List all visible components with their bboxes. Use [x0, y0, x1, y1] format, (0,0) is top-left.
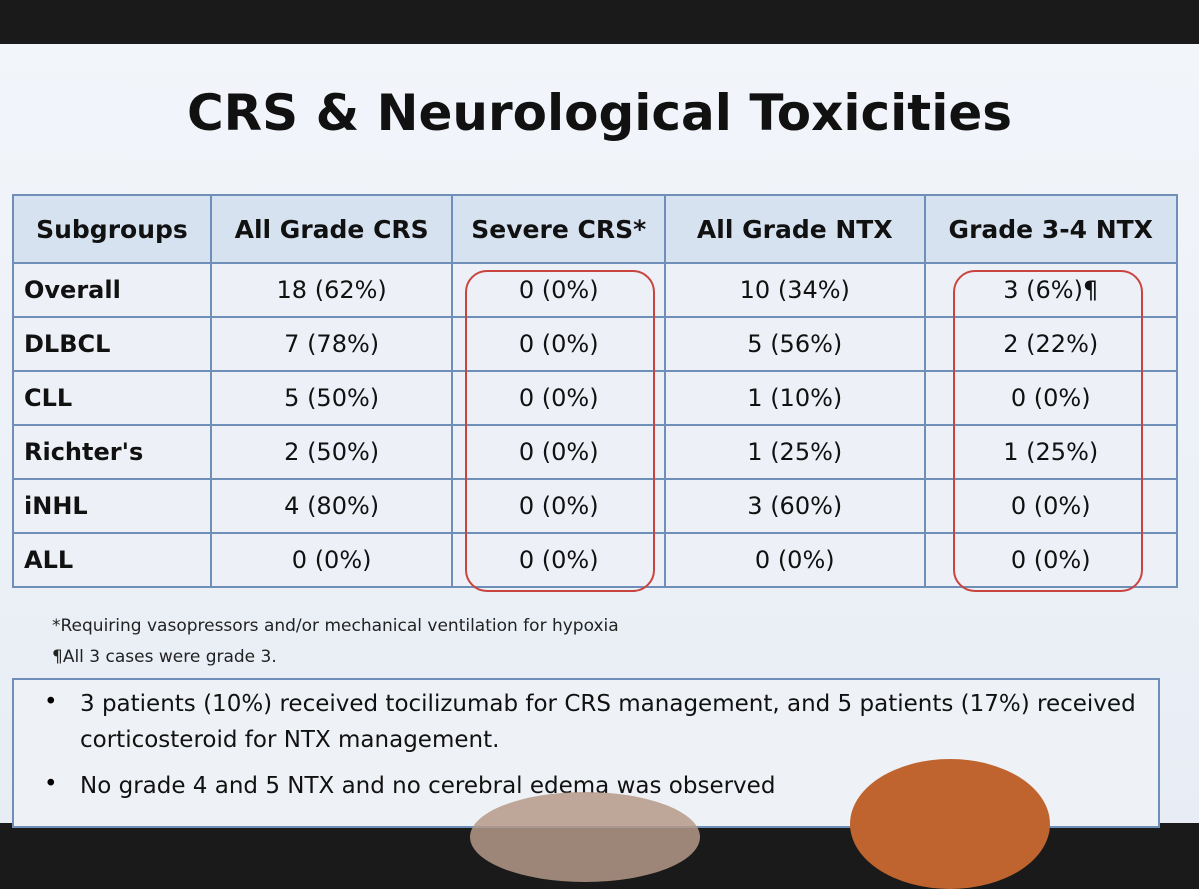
row-label: DLBCL: [12, 316, 212, 372]
table-cell: 0 (0%): [923, 370, 1178, 426]
slide: CRS & Neurological Toxicities Subgroups A…: [0, 44, 1199, 889]
slide-title: CRS & Neurological Toxicities: [186, 84, 1013, 142]
table-cell: 2 (22%): [923, 316, 1178, 372]
table-cell: 0 (0%): [451, 316, 667, 372]
row-label: Overall: [12, 262, 212, 318]
table-row: DLBCL 7 (78%) 0 (0%) 5 (56%) 2 (22%): [12, 316, 1178, 372]
page: {"title": "CRS & Neurological Toxicities…: [0, 44, 1199, 889]
bullet: No grade 4 and 5 NTX and no cerebral ede…: [80, 773, 776, 799]
table-cell: 4 (80%): [209, 478, 454, 534]
table-cell: 0 (0%): [451, 424, 667, 480]
table-cell: 1 (25%): [923, 424, 1178, 480]
table-cell: 0 (0%): [923, 478, 1178, 534]
audience-head: [850, 759, 1050, 889]
table-cell: 1 (10%): [664, 370, 926, 426]
row-label: CLL: [12, 370, 212, 426]
table-row: CLL 5 (50%) 0 (0%) 1 (10%) 0 (0%): [12, 370, 1178, 426]
header-cell: All Grade NTX: [664, 194, 926, 264]
table-cell: 0 (0%): [451, 532, 667, 588]
table-cell: 7 (78%): [209, 316, 454, 372]
table-cell: 1 (25%): [664, 424, 926, 480]
table-cell: 5 (56%): [664, 316, 926, 372]
footnote: ¶All 3 cases were grade 3.: [52, 647, 277, 667]
table-cell: 18 (62%): [209, 262, 454, 318]
header-cell: Severe CRS*: [451, 194, 667, 264]
table-row: ALL 0 (0%) 0 (0%) 0 (0%) 0 (0%): [12, 532, 1178, 588]
table-cell: 2 (50%): [209, 424, 454, 480]
table-cell: 5 (50%): [209, 370, 454, 426]
table-cell: 0 (0%): [451, 370, 667, 426]
bullet-dot: •: [44, 689, 58, 715]
table-cell: 0 (0%): [451, 478, 667, 534]
highlight-ring: [465, 270, 655, 592]
audience-head: [470, 792, 700, 882]
header-cell: Grade 3-4 NTX: [923, 194, 1178, 264]
table-cell: 10 (34%): [664, 262, 926, 318]
header-cell: All Grade CRS: [209, 194, 454, 264]
row-label: iNHL: [12, 478, 212, 534]
bullet-dot: •: [44, 771, 58, 797]
row-label: Richter's: [12, 424, 212, 480]
highlight-ring: [953, 270, 1143, 592]
table-row: iNHL 4 (80%) 0 (0%) 3 (60%) 0 (0%): [12, 478, 1178, 534]
header-cell: Subgroups: [12, 194, 212, 264]
table-cell: 3 (60%): [664, 478, 926, 534]
table-row: Richter's 2 (50%) 0 (0%) 1 (25%) 1 (25%): [12, 424, 1178, 480]
table-cell: 0 (0%): [664, 532, 926, 588]
table-cell: 0 (0%): [209, 532, 454, 588]
bullet: 3 patients (10%) received tocilizumab fo…: [80, 691, 1136, 753]
row-label: ALL: [12, 532, 212, 588]
header-row: Subgroups All Grade CRS Severe CRS* All Gra…: [12, 194, 1178, 264]
footnote: *Requiring vasopressors and/or mechanica…: [52, 616, 619, 636]
table: Subgroups All Grade CRS Severe CRS* All Gra…: [12, 194, 1178, 588]
